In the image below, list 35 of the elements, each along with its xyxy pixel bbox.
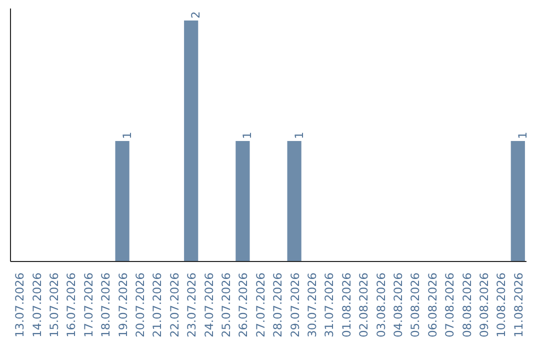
x-tick-label: 19.07.2026 xyxy=(116,272,130,338)
x-tick-label: 15.07.2026 xyxy=(47,272,61,338)
x-tick-label: 17.07.2026 xyxy=(81,272,96,338)
x-tick-label: 02.08.2026 xyxy=(356,272,371,338)
x-tick-label: 28.07.2026 xyxy=(270,272,285,338)
x-tick-label: 14.07.2026 xyxy=(30,272,44,338)
data-label: 1 xyxy=(120,132,134,140)
x-tick-label: 25.07.2026 xyxy=(219,272,233,338)
x-tick-label: 29.07.2026 xyxy=(288,272,302,338)
data-label: 1 xyxy=(292,132,306,140)
x-tick-label: 09.08.2026 xyxy=(477,272,491,338)
x-tick-label: 21.07.2026 xyxy=(150,272,164,338)
x-tick-label: 30.07.2026 xyxy=(305,272,319,338)
x-tick-label: 10.08.2026 xyxy=(494,272,508,338)
x-tick-label: 18.07.2026 xyxy=(98,272,113,338)
x-tick-label: 07.08.2026 xyxy=(442,272,457,338)
x-tick-label: 24.07.2026 xyxy=(202,272,216,338)
data-label: 1 xyxy=(240,132,254,140)
x-tick-label: 04.08.2026 xyxy=(391,272,405,338)
x-tick-label: 06.08.2026 xyxy=(425,272,440,338)
x-tick-label: 26.07.2026 xyxy=(236,272,250,338)
x-tick-label: 31.07.2026 xyxy=(322,272,336,338)
x-tick-label: 23.07.2026 xyxy=(184,272,199,338)
x-tick-label: 20.07.2026 xyxy=(133,272,147,338)
x-tick-label: 16.07.2026 xyxy=(64,272,78,338)
x-tick-label: 05.08.2026 xyxy=(408,272,422,338)
x-tick-label: 11.08.2026 xyxy=(511,272,526,338)
data-label: 1 xyxy=(515,132,530,140)
data-label: 2 xyxy=(188,11,203,19)
x-tick-label: 22.07.2026 xyxy=(167,272,182,338)
x-tick-label: 13.07.2026 xyxy=(12,272,27,338)
x-tick-label: 03.08.2026 xyxy=(374,272,388,338)
x-tick-label: 08.08.2026 xyxy=(460,272,474,338)
x-tick-label: 01.08.2026 xyxy=(339,272,354,338)
x-tick-label: 27.07.2026 xyxy=(253,272,268,338)
